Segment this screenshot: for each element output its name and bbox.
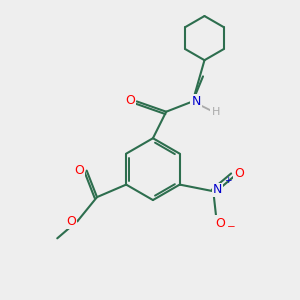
Text: +: + (224, 176, 231, 184)
Text: O: O (234, 167, 244, 180)
Text: N: N (191, 95, 201, 108)
Text: O: O (74, 164, 84, 176)
Text: O: O (66, 215, 76, 228)
Text: N: N (213, 183, 222, 196)
Text: H: H (212, 107, 220, 117)
Text: O: O (215, 217, 225, 230)
Text: O: O (125, 94, 135, 107)
Text: −: − (227, 222, 236, 232)
